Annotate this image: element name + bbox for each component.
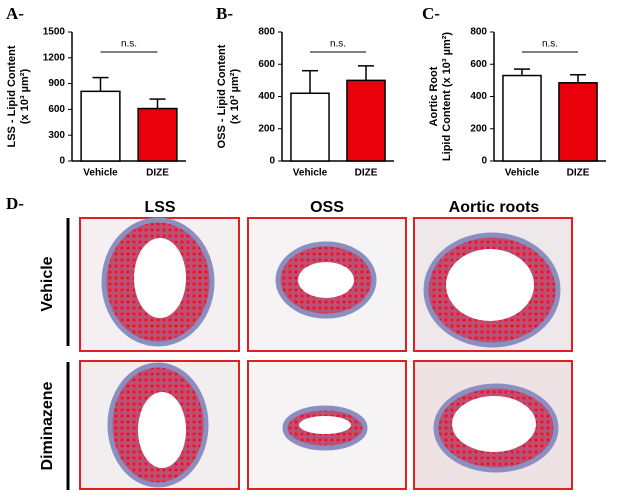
row-header: Vehicle (39, 256, 56, 311)
x-tick-label: DIZE (567, 168, 590, 179)
y-tick-label: 400 (258, 91, 275, 102)
y-tick-label: 300 (48, 130, 65, 141)
y-tick-label: 400 (470, 91, 487, 102)
column-header: Aortic roots (449, 199, 540, 216)
y-tick-label: 1500 (43, 27, 66, 38)
y-axis-label: LSS - Lipid Content (6, 45, 18, 147)
y-tick-label: 1200 (43, 52, 66, 63)
panel-label: A- (6, 4, 24, 23)
y-axis-label: (x 10³ µm²) (229, 69, 241, 125)
y-tick-label: 600 (470, 59, 487, 70)
y-axis-label: Lipid Content (x 10³ µm²) (441, 32, 453, 162)
bar (290, 92, 330, 162)
x-tick-label: Vehicle (293, 168, 328, 179)
x-tick-label: Vehicle (505, 168, 540, 179)
y-tick-label: 600 (48, 104, 65, 115)
annotation: n.s. (121, 39, 137, 50)
annotation: n.s. (330, 39, 346, 50)
y-tick-label: 200 (470, 123, 487, 134)
bar (502, 74, 542, 162)
y-tick-label: 0 (269, 156, 275, 167)
y-tick-label: 0 (481, 156, 487, 167)
column-header: LSS (144, 199, 175, 216)
y-tick-label: 600 (258, 59, 275, 70)
y-tick-label: 0 (59, 156, 65, 167)
bar (137, 107, 178, 162)
panel-label: B- (216, 4, 233, 23)
annotation: n.s. (542, 39, 558, 50)
bar (346, 79, 386, 162)
x-tick-label: DIZE (355, 168, 378, 179)
y-tick-label: 800 (470, 27, 487, 38)
y-axis-label: (x 10³ µm²) (19, 69, 31, 125)
y-tick-label: 200 (258, 123, 275, 134)
y-axis-label: OSS - Lipid Content (216, 44, 228, 148)
x-tick-label: DIZE (146, 168, 169, 179)
bar (80, 90, 121, 162)
x-tick-label: Vehicle (83, 168, 118, 179)
bar (558, 82, 598, 162)
column-header: OSS (310, 199, 344, 216)
tissue (101, 217, 561, 488)
y-tick-label: 800 (258, 27, 275, 38)
panel-label: C- (422, 4, 440, 23)
panel-label: D- (6, 194, 24, 213)
row-header: Diminazene (39, 381, 56, 470)
y-axis-label: Aortic Root (428, 66, 440, 126)
y-tick-label: 900 (48, 78, 65, 89)
